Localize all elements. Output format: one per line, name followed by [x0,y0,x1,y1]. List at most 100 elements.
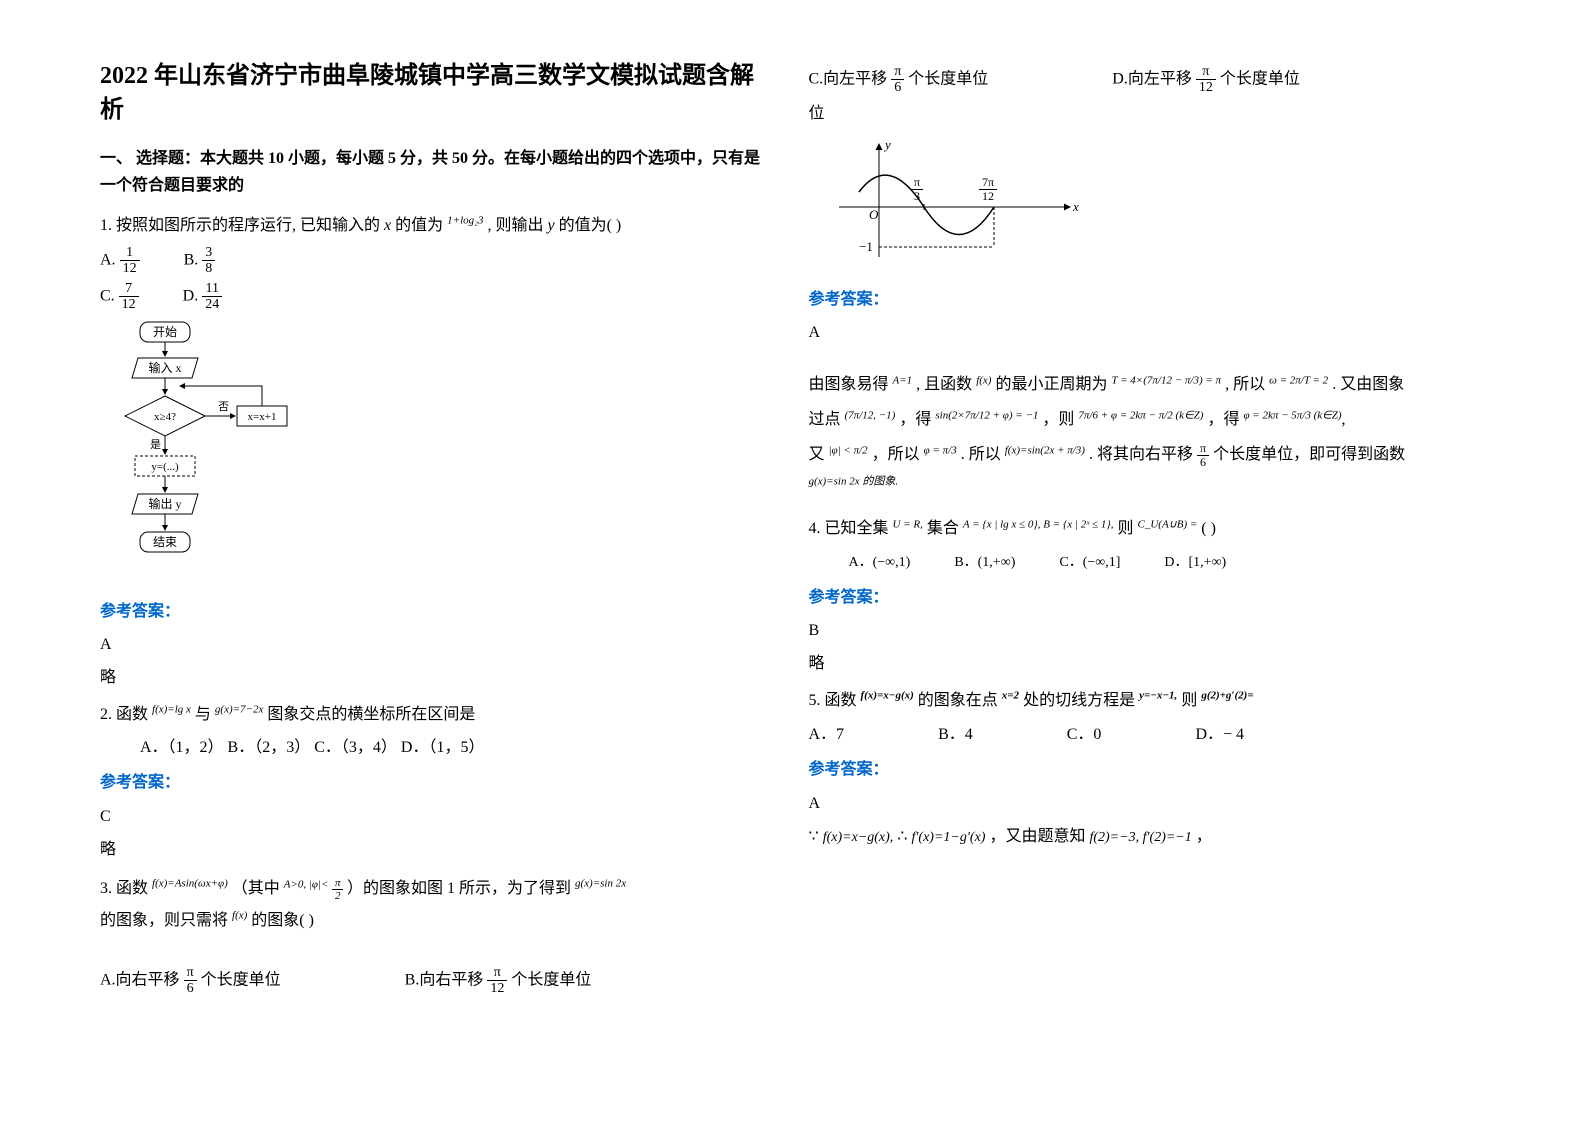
q2-f-txt: f(x)=lg x [152,704,191,716]
flow-yes: 是 [150,438,161,451]
q2-stem-a: 2. 函数 [100,706,148,723]
q1-opt-a-den: 12 [120,261,140,276]
q4-U: U = R, [893,522,923,537]
q1-opt-d-frac: 11 24 [202,281,222,313]
q1-options-row1: A. 1 12 B. 3 8 [100,245,769,277]
q3-answer-label: 参考答案： [809,286,1498,313]
flowchart-svg: 开始 输入 x x≥4? 否 x=x+1 是 [120,320,300,580]
q3-s3a: 又 [809,446,825,463]
q1-opt-a-num: 1 [120,245,140,261]
q3-opt-a-num: π [184,965,197,981]
q5-opt-b: B．4 [938,721,973,748]
q3-s2e3-t: φ = 2kπ − 5π/3 (k∈Z) [1243,409,1341,421]
flow-assign: x=x+1 [248,411,277,423]
q5-tl-t: y=−x−1, [1139,690,1177,702]
q3-s1f-t: f(x) [976,374,991,386]
q3-opt-b-suf: 个长度单位 [511,972,591,989]
q2-stem-mid: 与 [195,706,211,723]
q1-opt-c-num: 7 [119,281,139,297]
graph-t2-num: 7π [979,176,997,190]
q1-opt-b-num: 3 [202,245,215,261]
q3-s1d: , 所以 [1225,376,1265,393]
flow-start: 开始 [153,325,177,339]
q3-cond-den: 2 [332,890,344,902]
graph-x: x [1072,199,1079,214]
q1-flowchart: 开始 输入 x x≥4? 否 x=x+1 是 [120,320,769,589]
graph-t1-num: π [911,176,923,190]
q3-g-txt: g(x)=sin 2x [575,878,626,890]
q3-s1b: , 且函数 [916,376,972,393]
q5-tl: y=−x−1, [1139,692,1177,709]
q3-f: f(x)=Asin(ωx+φ) [152,880,228,897]
q1-opt-c-label: C. [100,287,115,304]
q5-sf-t: f(x)=x−g(x), [823,830,894,845]
q1-answer-letter: A [100,631,769,658]
q3-s2d: ，得 [1207,411,1239,428]
q3-opt-a-suf: 个长度单位 [201,972,281,989]
q1-stem-a: 1. 按照如图所示的程序运行, 已知输入的 [100,217,380,234]
q4-opt-a: A．(−∞,1) [849,551,911,575]
question-2: 2. 函数 f(x)=lg x 与 g(x)=7−2x 图象交点的横坐标所在区间… [100,701,769,728]
q3-s1w-t: ω = 2π/T = 2 [1269,374,1328,386]
q3-s2pt-t: (7π/12, −1) [845,409,896,421]
question-3: 3. 函数 f(x)=Asin(ωx+φ) （其中 A>0, |φ|< π 2 … [100,873,769,937]
q1-opt-d-num: 11 [202,281,222,297]
q5-sv1-t: f(2)=−3, f′(2)=−1 [1089,830,1191,845]
q3-s1f: f(x) [976,378,991,393]
q3-s4: g(x)=sin 2x 的图象. [809,479,899,494]
q3-s3phi2: φ = π/3 [924,448,957,463]
left-column: 2022 年山东省济宁市曲阜陵城镇中学高三数学文模拟试题含解析 一、 选择题：本… [100,60,799,1082]
q3-s2e1: sin(2×7π/12 + φ) = −1 [935,413,1038,428]
q3-s2e1-t: sin(2×7π/12 + φ) = −1 [935,409,1038,421]
q3-options-row2: C.向左平移 π 6 个长度单位 D.向左平移 π 12 个长度单位 [809,64,1498,96]
q1-opt-c-den: 12 [119,297,139,312]
q3-s4-t: g(x)=sin 2x 的图象. [809,475,899,487]
q1-opt-b-frac: 3 8 [202,245,215,277]
q3-s2a: 过点 [809,411,841,428]
q1-var-x: x [384,217,391,234]
q1-opt-d: D. 11 24 [183,281,223,313]
q3-graph-svg: O x y π 3 7π [829,137,1089,267]
q1-opt-a: A. 1 12 [100,245,140,277]
q3-s1T: T = 4×(7π/12 − π/3) = π [1111,378,1221,393]
q2-answer-letter: C [100,803,769,830]
q3-graph: O x y π 3 7π [829,137,1498,276]
q5-expr: g(2)+g′(2)= [1201,692,1253,709]
q1-answer-note: 略 [100,664,769,691]
q5-sfp: f′(x)=1−g′(x) [911,830,985,845]
q3-s3b: ，所以 [872,446,920,463]
section-heading: 一、 选择题：本大题共 10 小题，每小题 5 分，共 50 分。在每小题给出的… [100,145,769,199]
q1-opt-d-label: D. [183,287,199,304]
flow-no: 否 [218,401,229,413]
q1-opt-b-label: B. [184,251,199,268]
q3-g: g(x)=sin 2x [575,880,626,897]
flow-input: 输入 x [148,360,181,375]
q3-s2e2-t: 7π/6 + φ = 2kπ − π/2 (k∈Z) [1078,409,1203,421]
flow-end: 结束 [153,535,177,549]
q4-options: A．(−∞,1) B．(1,+∞) C．(−∞,1] D．[1,+∞) [849,548,1498,575]
q3-s2e3: φ = 2kπ − 5π/3 (k∈Z) [1243,413,1341,428]
q5-opt-a: A．7 [809,721,845,748]
q2-answer-note: 略 [100,836,769,863]
q2-stem-b: 图象交点的横坐标所在区间是 [267,706,475,723]
q1-options-row2: C. 7 12 D. 11 24 [100,281,769,313]
q3-opt-d: D.向左平移 π 12 个长度单位 [1112,64,1300,96]
q1-var-y: y [547,217,554,234]
q5-pt: x=2 [1002,692,1019,709]
q1-opt-a-frac: 1 12 [120,245,140,277]
q3-s3phi-t: |φ| < π/2 [829,444,868,456]
q3-opt-b-pre: B.向右平移 [405,972,484,989]
q5-sa: ∵ [809,828,819,845]
q2-g-txt: g(x)=7−2x [215,704,263,716]
graph-ymin: −1 [859,239,873,254]
q1-opt-c: C. 7 12 [100,281,139,313]
q1-stem-c: , 则输出 [487,217,543,234]
q1-opt-d-den: 24 [202,297,222,312]
q3-s3c: . 所以 [961,446,1001,463]
q3-f-txt: f(x)=Asin(ωx+φ) [152,878,228,890]
q3-stem-e: 的图象( ) [251,912,314,929]
q4-C-t: C_U(A∪B) = [1138,519,1198,531]
graph-origin: O [869,207,879,222]
q3-s1e: . 又由图象 [1332,376,1404,393]
q3-s1T-t: T = 4×(7π/12 − π/3) = π [1111,374,1221,386]
